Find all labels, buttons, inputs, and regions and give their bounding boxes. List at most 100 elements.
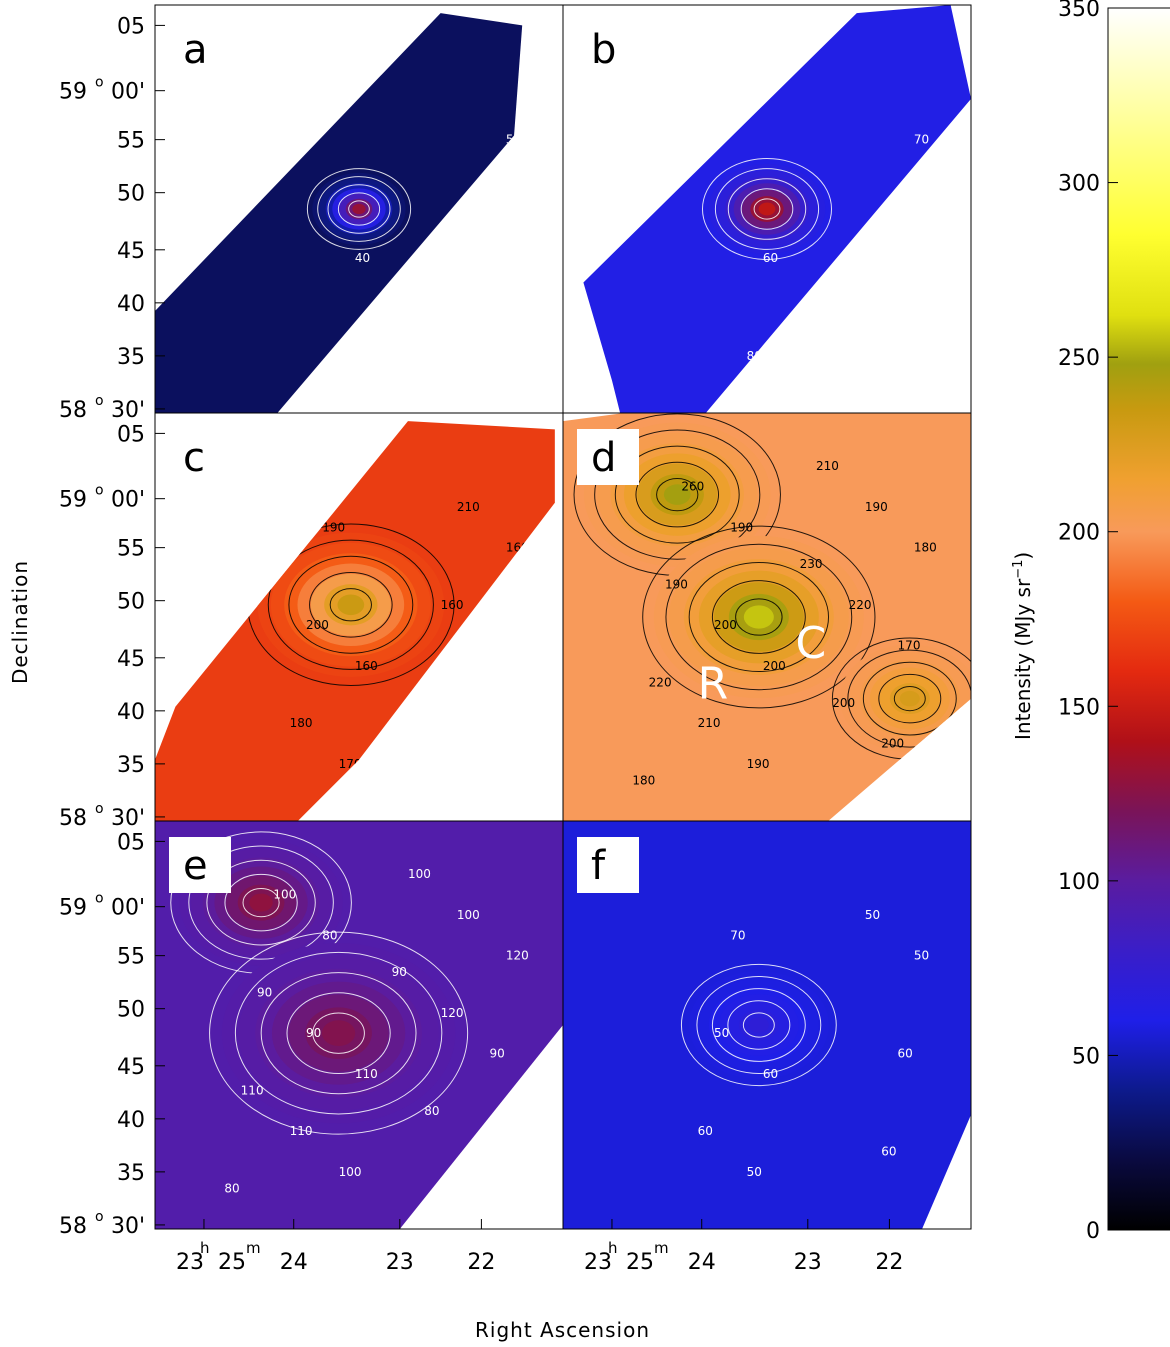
panel-d-contour	[656, 477, 699, 512]
ra-minutes-label: 25	[218, 1250, 246, 1275]
contour-label: 170	[273, 480, 296, 494]
panel-b-contour	[701, 158, 833, 260]
ra-minutes-label: 25	[626, 1250, 654, 1275]
contour-label: 100	[339, 1165, 362, 1179]
panel-e-contour	[206, 859, 316, 946]
contour-label: 80	[322, 928, 337, 942]
contour-label: 110	[290, 1124, 313, 1138]
contour-label: 120	[441, 1006, 464, 1020]
ra-hours-symbol: h	[200, 1239, 210, 1257]
y-axis-title: Declination	[8, 559, 32, 685]
panel-b-peak-0-fill	[758, 202, 776, 216]
dec-degree-label: 58	[59, 806, 87, 831]
contour-label: 40	[355, 251, 370, 265]
ra-hours-label: 23	[176, 1250, 204, 1275]
panel-c-contour	[288, 555, 414, 654]
dec-degree-label: 59	[59, 488, 87, 513]
ra-tick-label: 24	[280, 1250, 308, 1275]
contour-label: 200	[763, 659, 786, 673]
colorbar-tick-label: 150	[1058, 695, 1100, 720]
panel-b-contour	[753, 198, 781, 220]
panel-d-contour	[862, 661, 957, 736]
contour-label: 200	[881, 737, 904, 751]
colorbar-tick-label: 0	[1086, 1219, 1100, 1244]
colorbar-tick-label: 100	[1058, 870, 1100, 895]
panel-e-contour	[242, 887, 280, 918]
panel-d-contour	[688, 561, 830, 673]
contour-label: 230	[800, 557, 823, 571]
dec-tick-label: 40	[117, 292, 145, 317]
dec-tick-label: 45	[117, 647, 145, 672]
dec-tick-label: 05	[117, 14, 145, 39]
colorbar-tick-label: 250	[1058, 346, 1100, 371]
panel-b-letter: b	[591, 27, 616, 73]
panel-b: 70607080907060b	[562, 4, 972, 414]
panel-d-peak-0-fill	[663, 484, 691, 505]
contour-label: 80	[747, 349, 762, 363]
colorbar-tick-label: 300	[1058, 172, 1100, 197]
contour-label: 170	[898, 639, 921, 653]
ra-hours-symbol: h	[608, 1239, 618, 1257]
contour-label: 100	[473, 1145, 496, 1159]
contour-label: 180	[290, 716, 313, 730]
panel-c-contour	[329, 588, 372, 622]
panel-f-badge	[577, 837, 639, 893]
ra-tick-label: 23	[386, 1250, 414, 1275]
contour-label: 50	[714, 1026, 729, 1040]
contour-label: 210	[457, 500, 480, 514]
contour-label: 90	[392, 965, 407, 979]
contour-label: 60	[339, 349, 354, 363]
colorbar-label: Intensity (MJy sr−1)	[1011, 552, 1035, 740]
panel-d-contour	[642, 525, 876, 709]
contour-label: 100	[408, 867, 431, 881]
contour-label: 180	[490, 639, 513, 653]
contour-label: 180	[632, 773, 655, 787]
panel-e-contour	[312, 1012, 365, 1054]
contour-label: 160	[355, 659, 378, 673]
panel-e: 1301101201009080100901001101201008090100…	[154, 820, 564, 1230]
panel-d-contour	[878, 673, 942, 724]
contour-label: 50	[865, 908, 880, 922]
colorbar-label-text: Intensity (MJy sr	[1011, 578, 1035, 740]
panel-e-contour	[260, 972, 417, 1095]
colorbar-tick-label: 50	[1072, 1044, 1100, 1069]
colorbar-label-close: )	[1011, 552, 1035, 560]
dec-degree-label: 59	[59, 896, 87, 921]
panel-e-contour	[234, 951, 443, 1115]
contour-label: 90	[257, 985, 272, 999]
dec-tick-label: 35	[117, 1161, 145, 1186]
panel-d-letter: d	[591, 435, 616, 481]
contour-label: 60	[881, 329, 896, 343]
contour-label: 200	[832, 696, 855, 710]
panel-a-contour	[348, 200, 370, 218]
dec-tick-label: 45	[117, 239, 145, 264]
ra-tick-label: 24	[688, 1250, 716, 1275]
contour-label: 210	[816, 459, 839, 473]
contour-label: 60	[763, 1067, 778, 1081]
panel-e-peak-0-fill	[249, 893, 273, 912]
contour-label: 190	[322, 520, 345, 534]
panel-d-contour	[735, 598, 783, 636]
contour-label: 110	[241, 1083, 264, 1097]
panel-c-contour	[309, 571, 393, 638]
dec-tick-label: 45	[117, 1055, 145, 1080]
dec-tick-label: 00'	[111, 896, 145, 921]
panel-e-badge	[169, 837, 231, 893]
panel-a-contour	[327, 184, 391, 234]
contour-label: 70	[914, 133, 929, 147]
panel-d: 210 200 180 190 170 190 200 200 190 210 220 260 200 1…	[562, 412, 972, 822]
panel-e-contour	[209, 931, 469, 1135]
panel-a-contour	[317, 176, 401, 242]
region-label-R: R	[698, 659, 729, 710]
dec-tick-label: 50	[117, 998, 145, 1023]
panel-b-contour	[740, 188, 794, 230]
panel-d-contour	[665, 543, 853, 691]
contour-label: 100	[457, 908, 480, 922]
panel-d-contour	[594, 429, 761, 560]
dec-tick-label: 30'	[111, 398, 145, 423]
panel-c-peak-0-fill	[337, 594, 365, 616]
panel-e-letter: e	[183, 843, 208, 889]
panel-e-contour	[188, 845, 334, 960]
contour-label: 90	[898, 231, 913, 245]
